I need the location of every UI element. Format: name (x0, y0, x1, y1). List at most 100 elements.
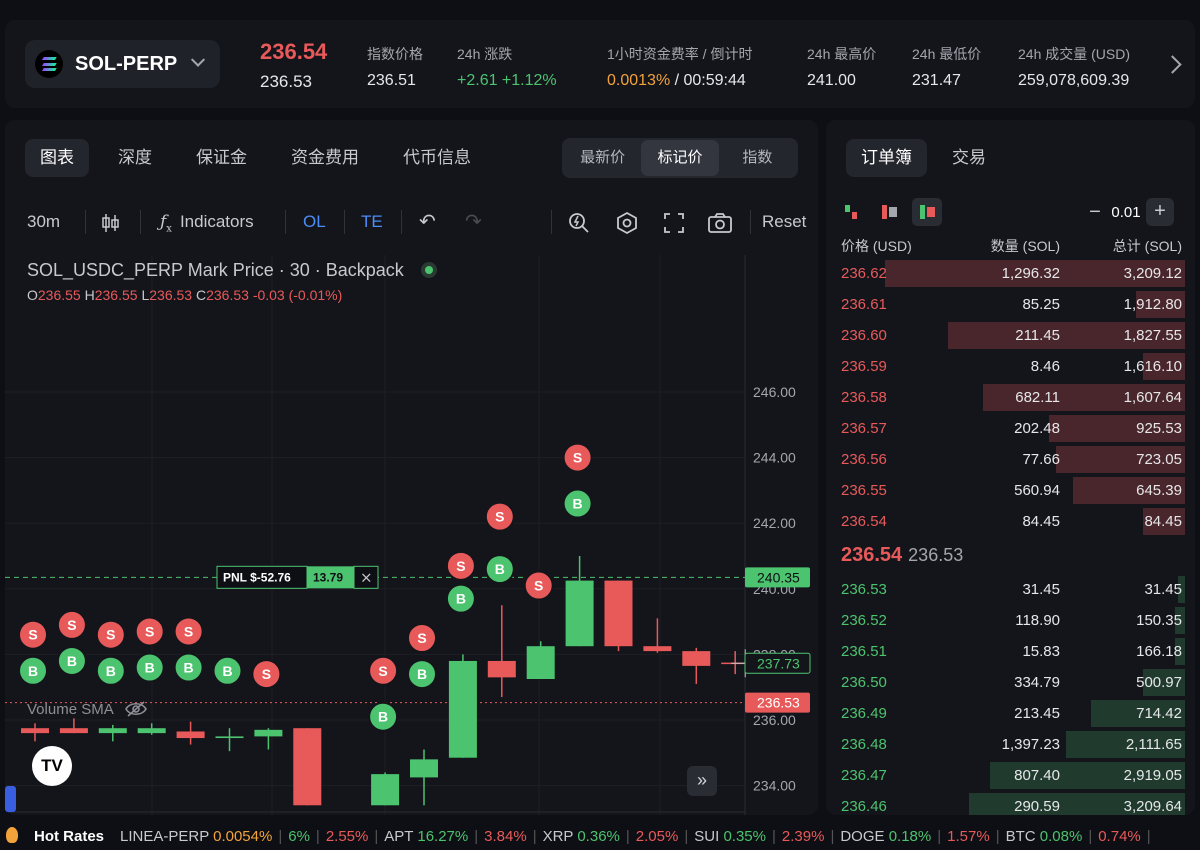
both-sides-view-icon[interactable] (836, 198, 866, 226)
hot-rate-item[interactable]: LINEA-PERP 0.0054% | (120, 828, 288, 845)
ask-quantity: 1,296.32 (1001, 265, 1060, 282)
tick-increase-button[interactable]: + (1146, 198, 1174, 226)
ask-price: 236.56 (841, 451, 887, 468)
marker-label: S (417, 630, 426, 646)
buy-marker (18, 655, 48, 686)
scroll-to-latest-icon[interactable]: » (687, 766, 717, 796)
candle-body (215, 736, 244, 739)
ohlc-open-label: O (27, 287, 38, 303)
ask-row[interactable]: 236.54 84.45 84.45 (826, 507, 1195, 536)
bid-row[interactable]: 236.47 807.40 2,919.05 (826, 761, 1195, 790)
candle-body (448, 660, 477, 758)
candle-body (682, 651, 711, 666)
market-name: SOL-PERP (75, 52, 178, 75)
asks-view-icon[interactable] (874, 198, 904, 226)
entry-price-tag (745, 567, 810, 588)
divider: | (625, 827, 630, 845)
ask-row[interactable]: 236.57 202.48 925.53 (826, 414, 1195, 443)
price-chart[interactable]: 246.00244.00242.00240.00238.00236.00234.… (5, 255, 818, 815)
ask-row[interactable]: 236.56 77.66 723.05 (826, 445, 1195, 474)
mark-price-tag-label: 237.73 (757, 655, 800, 671)
candle-body (643, 646, 672, 652)
market-selector[interactable]: SOL-PERP (25, 40, 220, 88)
bid-row[interactable]: 236.46 290.59 3,209.64 (826, 792, 1195, 815)
divider: | (684, 827, 689, 845)
ask-row[interactable]: 236.60 211.45 1,827.55 (826, 321, 1195, 350)
hot-rate-item[interactable]: XRP 0.36% | 2.05% | (543, 828, 695, 845)
hot-rate-symbol: XRP (542, 827, 578, 845)
side-panel-toggle[interactable] (5, 786, 16, 812)
bid-row[interactable]: 236.49 213.45 714.42 (826, 699, 1195, 728)
marker-label: S (184, 623, 193, 639)
bid-quantity: 15.83 (1022, 643, 1060, 660)
ohlc-high: 236.55 (94, 287, 138, 303)
fullscreen-icon[interactable] (663, 202, 685, 242)
divider: | (374, 827, 379, 845)
ask-total: 925.53 (1136, 420, 1182, 437)
marker-label: S (145, 623, 154, 639)
ask-row[interactable]: 236.61 85.25 1,912.80 (826, 290, 1195, 319)
ask-total: 3,209.12 (1123, 265, 1182, 282)
sell-marker (173, 616, 204, 647)
candle-body (98, 728, 127, 734)
ask-row[interactable]: 236.59 8.46 1,616.10 (826, 352, 1195, 381)
tab-chart[interactable]: 图表 (25, 139, 89, 177)
depth-bar (1049, 415, 1185, 442)
sell-marker (95, 619, 126, 650)
indicators-button[interactable]: ƒx Indicators (160, 202, 254, 242)
redo-icon[interactable]: ↷ (465, 211, 482, 233)
ol-button[interactable]: OL (303, 212, 326, 231)
bid-price: 236.47 (841, 767, 887, 784)
tab-trades[interactable]: 交易 (952, 148, 986, 167)
ask-row[interactable]: 236.55 560.94 645.39 (826, 476, 1195, 505)
bid-price: 236.46 (841, 798, 887, 815)
stat-label: 24h 成交量 (USD) (1018, 46, 1131, 62)
tab-orderbook[interactable]: 订单簿 (846, 139, 927, 177)
tab-funding[interactable]: 资金费用 (291, 148, 359, 167)
hot-rate-item[interactable]: SUI 0.35% | 2.39% | (694, 828, 840, 845)
undo-icon[interactable]: ↶ (419, 211, 436, 233)
te-button[interactable]: TE (361, 212, 383, 231)
bid-row[interactable]: 236.53 31.45 31.45 (826, 575, 1195, 604)
ask-total: 723.05 (1136, 451, 1182, 468)
bid-row[interactable]: 236.52 118.90 150.35 (826, 606, 1195, 635)
bid-row[interactable]: 236.51 15.83 166.18 (826, 637, 1195, 666)
hot-rate-item[interactable]: 6% | 2.55% | (288, 828, 384, 845)
buy-marker (173, 652, 204, 683)
hot-rate-item[interactable]: DOGE 0.18% | 1.57% | (840, 828, 1005, 845)
quick-search-icon[interactable] (567, 202, 591, 242)
tick-decrease-button[interactable]: − (1089, 200, 1101, 223)
tradingview-logo[interactable]: TV (32, 746, 72, 786)
ohlc-close-label: C (195, 287, 207, 303)
price-type-last[interactable]: 最新价 (580, 149, 626, 166)
mid-last-price: 236.54 (841, 544, 903, 566)
candle-style-icon[interactable] (101, 202, 121, 242)
sell-marker (368, 655, 399, 686)
marker-label: S (573, 450, 582, 466)
bid-total: 150.35 (1136, 612, 1182, 629)
price-type-mark[interactable]: 标记价 (641, 140, 719, 176)
bids-view-icon[interactable] (912, 198, 942, 226)
divider: | (830, 827, 835, 845)
tab-depth[interactable]: 深度 (118, 148, 152, 167)
hot-rate-item[interactable]: BTC 0.08% | 0.74% | (1006, 828, 1157, 845)
bid-price: 236.49 (841, 705, 887, 722)
tab-token-info[interactable]: 代币信息 (403, 148, 471, 167)
ask-row[interactable]: 236.58 682.11 1,607.64 (826, 383, 1195, 412)
last-price-tag-label: 236.53 (757, 695, 800, 711)
tab-margin[interactable]: 保证金 (196, 148, 247, 167)
reset-button[interactable]: Reset (762, 212, 807, 231)
bid-row[interactable]: 236.48 1,397.23 2,111.65 (826, 730, 1195, 759)
camera-icon[interactable] (707, 202, 733, 242)
divider: | (532, 827, 537, 845)
settings-icon[interactable] (615, 202, 639, 242)
interval-button[interactable]: 30m (27, 212, 61, 231)
chevron-right-icon[interactable] (1160, 44, 1190, 84)
eye-off-icon[interactable] (125, 700, 147, 722)
marker-label: B (495, 561, 505, 577)
bid-row[interactable]: 236.50 334.79 500.97 (826, 668, 1195, 697)
ask-row[interactable]: 236.62 1,296.32 3,209.12 (826, 259, 1195, 288)
hot-rate-item[interactable]: APT 16.27% | 3.84% | (384, 828, 542, 845)
price-type-index[interactable]: 指数 (742, 149, 773, 166)
ohlc-low-label: L (141, 287, 150, 303)
